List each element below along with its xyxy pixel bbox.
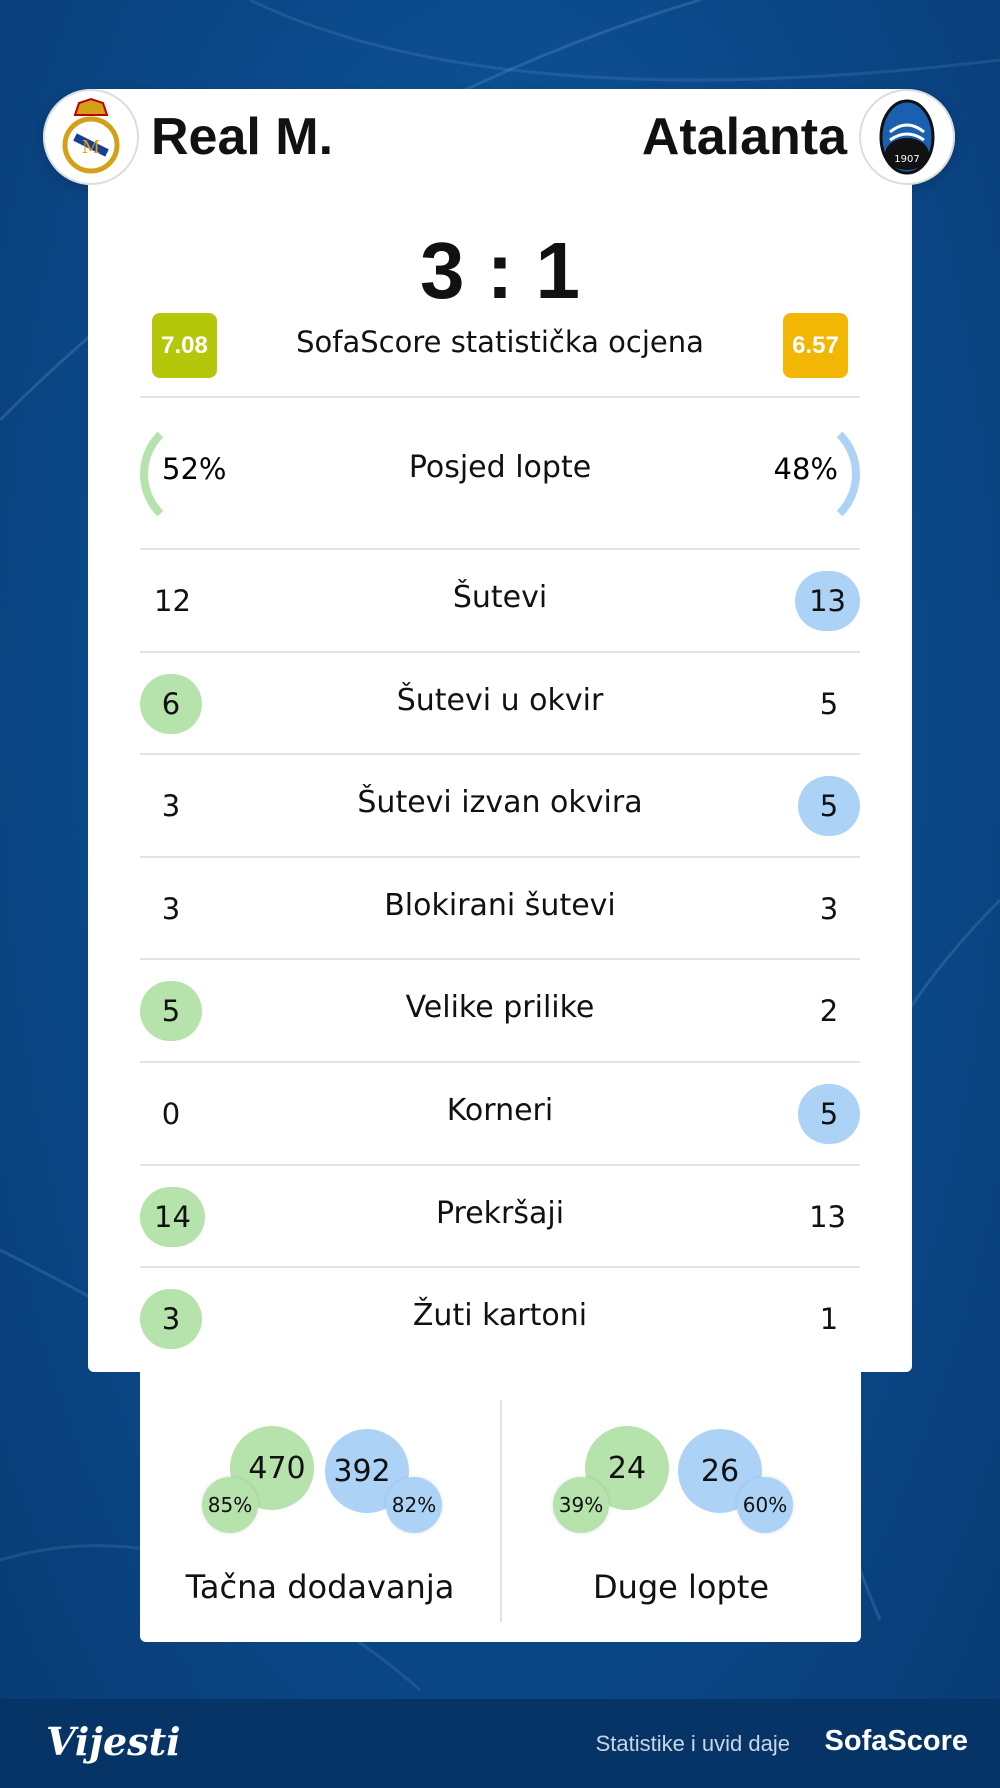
home-stat-value: 0 bbox=[161, 1097, 181, 1131]
stat-row: 3 Žuti kartoni 1 bbox=[140, 1266, 860, 1369]
away-long-balls-pct: 60% bbox=[737, 1477, 793, 1533]
stat-label: Blokirani šutevi bbox=[384, 887, 616, 923]
stat-row: 3 Blokirani šutevi 3 bbox=[140, 855, 860, 959]
stat-label: Žuti kartoni bbox=[412, 1298, 588, 1334]
home-stat-value: 14 bbox=[140, 1186, 205, 1247]
away-possession: 48% bbox=[773, 452, 838, 486]
away-rating-badge: 6.57 bbox=[783, 313, 848, 378]
svg-text:1907: 1907 bbox=[894, 154, 919, 165]
home-stat-value: 3 bbox=[161, 789, 181, 824]
column-divider bbox=[500, 1400, 502, 1622]
stat-row: 5 Velike prilike 2 bbox=[140, 958, 860, 1061]
real-madrid-logo: M bbox=[43, 89, 139, 185]
home-stat-value: 6 bbox=[140, 673, 202, 734]
home-long-balls-pct: 39% bbox=[553, 1477, 609, 1533]
credit-text: Statistike i uvid daje bbox=[595, 1731, 790, 1756]
stat-row: 3 Šutevi izvan okvira 5 bbox=[140, 753, 860, 856]
sofascore-logo: SofaScore bbox=[824, 1725, 968, 1757]
home-rating-badge: 7.08 bbox=[152, 313, 217, 378]
svg-text:M: M bbox=[82, 137, 100, 158]
home-stat-value: 5 bbox=[140, 981, 202, 1042]
away-stat-value: 13 bbox=[809, 1199, 846, 1234]
away-team-name: Atalanta bbox=[641, 108, 847, 166]
away-stat-value: 5 bbox=[798, 776, 860, 837]
home-team-name: Real M. bbox=[151, 108, 334, 166]
stat-label: Prekršaji bbox=[435, 1195, 565, 1231]
away-stat-value: 5 bbox=[819, 686, 839, 721]
atalanta-logo: 1907 bbox=[859, 89, 955, 185]
stats-card: 3 : 1 7.08 SofaScore statistička ocjena … bbox=[88, 185, 912, 1372]
away-stat-value: 5 bbox=[798, 1084, 860, 1144]
possession-label: Posjed lopte bbox=[408, 450, 592, 485]
home-long-balls-bubble: 24 bbox=[585, 1426, 669, 1510]
stat-label: Šutevi bbox=[452, 580, 548, 615]
match-score: 3 : 1 bbox=[419, 226, 581, 315]
stat-row: 12 Šutevi 13 bbox=[140, 548, 860, 651]
stat-label: Korneri bbox=[446, 1093, 554, 1128]
match-header: M Real M. Atalanta 1907 bbox=[43, 89, 955, 185]
home-passes-pct: 85% bbox=[202, 1477, 258, 1533]
passing-card: 470 85% 392 82% Tačna dodavanja 24 39% 2… bbox=[140, 1372, 861, 1642]
stat-row: 6 Šutevi u okvir 5 bbox=[140, 650, 860, 754]
away-stat-value: 1 bbox=[819, 1302, 839, 1337]
possession-row: 52% Posjed lopte 48% bbox=[140, 396, 860, 548]
home-stat-value: 3 bbox=[140, 1289, 202, 1350]
away-stat-value: 2 bbox=[819, 994, 839, 1029]
stat-label: Šutevi izvan okvira bbox=[357, 785, 643, 821]
stat-row: 0 Korneri 5 bbox=[140, 1061, 860, 1164]
long-balls-label: Duge lopte bbox=[592, 1568, 770, 1606]
passes-label: Tačna dodavanja bbox=[185, 1568, 455, 1606]
rating-label: SofaScore statistička ocjena bbox=[296, 325, 704, 359]
stat-label: Šutevi u okvir bbox=[396, 682, 604, 718]
home-possession: 52% bbox=[162, 452, 227, 486]
away-stat-value: 3 bbox=[819, 891, 839, 926]
away-stat-value: 13 bbox=[795, 571, 860, 631]
vijesti-logo: Vijesti bbox=[46, 1719, 181, 1764]
home-possession-arc bbox=[140, 414, 260, 534]
away-passes-pct: 82% bbox=[386, 1477, 442, 1533]
footer: Vijesti Statistike i uvid daje SofaScore bbox=[0, 1699, 1000, 1788]
stat-label: Velike prilike bbox=[405, 990, 595, 1026]
home-stat-value: 12 bbox=[154, 584, 191, 618]
home-stat-value: 3 bbox=[161, 891, 181, 926]
stat-row: 14 Prekršaji 13 bbox=[140, 1163, 860, 1267]
away-possession-arc bbox=[740, 414, 860, 534]
